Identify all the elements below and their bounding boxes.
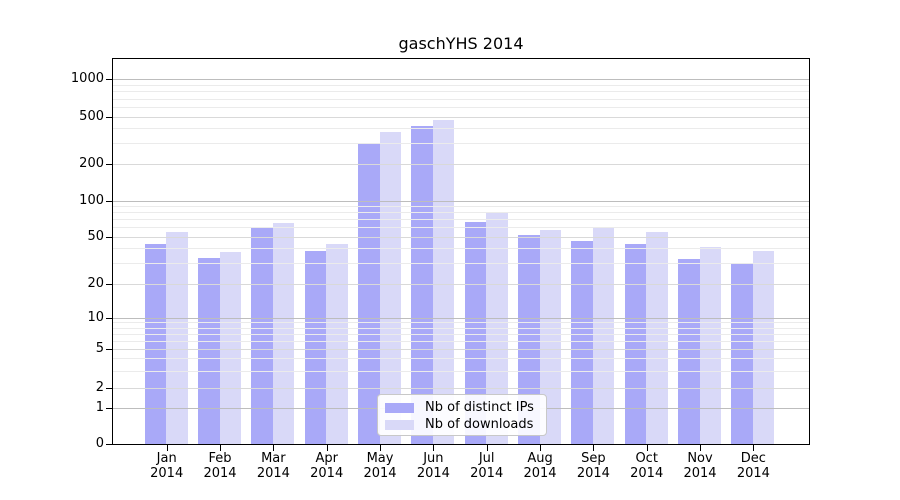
x-tick-mark <box>647 445 648 451</box>
x-tick-label-year: 2014 <box>363 466 397 481</box>
x-tick-mark <box>327 445 328 451</box>
x-tick-mark <box>220 445 221 451</box>
x-tick-label-month: Sep <box>581 451 606 466</box>
y-tick-label: 1 <box>95 399 104 415</box>
x-tick-label-year: 2014 <box>630 466 664 481</box>
legend-label: Nb of downloads <box>425 417 534 432</box>
legend-label: Nb of distinct IPs <box>425 400 534 415</box>
y-tick-label: 100 <box>79 192 104 208</box>
y-tick-label: 10 <box>87 309 104 325</box>
x-tick-label-month: Jan <box>156 451 177 466</box>
x-tick-mark <box>380 445 381 451</box>
x-tick-label-month: Apr <box>315 451 338 466</box>
x-tick-mark <box>753 445 754 451</box>
legend-item: Nb of downloads <box>385 416 546 433</box>
plot-border <box>112 58 810 445</box>
x-tick-label-month: Feb <box>208 451 232 466</box>
y-tick-label: 5 <box>95 341 104 356</box>
x-tick-label-year: 2014 <box>470 466 504 481</box>
y-tick-label: 50 <box>87 228 104 244</box>
y-tick-label: 200 <box>79 156 104 171</box>
x-tick-label-year: 2014 <box>310 466 344 481</box>
x-tick-label-month: Aug <box>527 451 553 466</box>
legend: Nb of distinct IPs Nb of downloads <box>377 394 547 436</box>
x-tick-label-year: 2014 <box>203 466 237 481</box>
x-tick-mark <box>700 445 701 451</box>
x-tick-label-month: Jun <box>423 451 444 466</box>
legend-item: Nb of distinct IPs <box>385 399 546 416</box>
x-tick-label-year: 2014 <box>736 466 770 481</box>
x-tick-mark <box>540 445 541 451</box>
y-tick-label: 2 <box>95 379 104 395</box>
x-tick-mark <box>433 445 434 451</box>
legend-swatch <box>385 419 414 430</box>
x-tick-label-year: 2014 <box>683 466 717 481</box>
x-tick-label-month: Jul <box>478 451 495 466</box>
x-tick-label-year: 2014 <box>416 466 450 481</box>
chart-title: gaschYHS 2014 <box>398 34 524 53</box>
x-tick-label-year: 2014 <box>576 466 610 481</box>
x-tick-label-month: Oct <box>635 451 658 466</box>
x-tick-label-year: 2014 <box>256 466 290 481</box>
x-tick-label-month: Nov <box>687 451 713 466</box>
y-tick-label: 20 <box>87 275 104 291</box>
y-tick-label: 1000 <box>70 71 104 87</box>
y-tick-label: 0 <box>95 436 104 451</box>
x-tick-label-year: 2014 <box>150 466 184 481</box>
x-tick-mark <box>167 445 168 451</box>
x-tick-label-year: 2014 <box>523 466 557 481</box>
x-tick-label-month: May <box>366 451 394 466</box>
x-tick-label-month: Mar <box>261 451 286 466</box>
y-tick-label: 500 <box>79 108 104 124</box>
x-tick-mark <box>273 445 274 451</box>
x-tick-label-month: Dec <box>740 451 766 466</box>
x-tick-mark <box>487 445 488 451</box>
x-tick-mark <box>593 445 594 451</box>
legend-swatch <box>385 402 414 413</box>
